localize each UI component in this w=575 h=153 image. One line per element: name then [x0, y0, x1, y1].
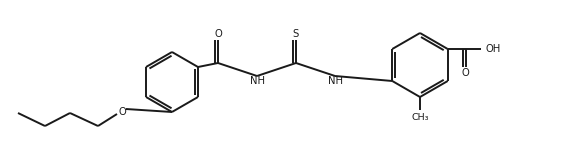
Text: O: O	[214, 29, 222, 39]
Text: CH₃: CH₃	[411, 112, 429, 121]
Text: O: O	[462, 68, 470, 78]
Text: OH: OH	[486, 44, 501, 54]
Text: S: S	[293, 29, 299, 39]
Text: O: O	[118, 107, 126, 117]
Text: NH: NH	[251, 76, 266, 86]
Text: NH: NH	[328, 76, 343, 86]
